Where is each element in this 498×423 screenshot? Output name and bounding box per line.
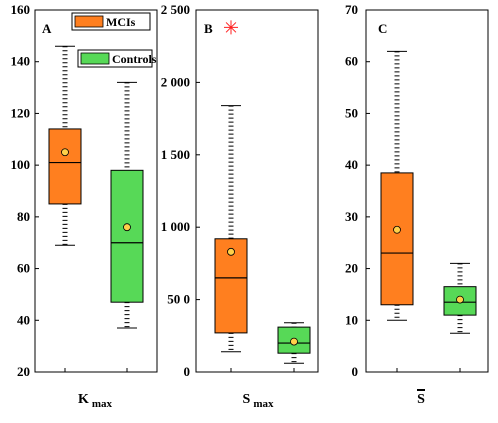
y-tick-label: 60 xyxy=(345,54,358,69)
y-tick-label: 20 xyxy=(345,261,358,276)
y-tick-label: 140 xyxy=(11,54,31,69)
box-mcis xyxy=(214,20,248,353)
y-tick-label: 1 000 xyxy=(161,219,190,234)
box-mcis xyxy=(380,50,414,321)
mean-marker xyxy=(456,295,464,304)
legend-swatch xyxy=(74,15,104,28)
x-axis-label-main: K xyxy=(78,392,89,407)
y-tick-label: 40 xyxy=(345,157,358,172)
mean-marker xyxy=(290,337,298,346)
y-tick-label: 70 xyxy=(345,2,358,17)
legend-item-controls: Controls xyxy=(77,49,157,68)
legend: MCIs Controls xyxy=(71,12,157,68)
y-tick-label: 0 xyxy=(352,364,359,379)
y-tick-label: 40 xyxy=(17,312,30,327)
plot-frame xyxy=(34,9,158,373)
y-tick-label: 30 xyxy=(345,209,358,224)
y-tick-label: 0 xyxy=(184,364,191,379)
legend-label: Controls xyxy=(112,52,157,66)
box-iqr xyxy=(110,169,144,303)
x-axis-label-main: S xyxy=(243,392,251,407)
mean-marker xyxy=(61,148,69,157)
panel-b: 0 50 0 1 000 1 500 2 000 2 500 B S max xyxy=(161,2,319,410)
y-tick-label: 50 xyxy=(345,105,358,120)
panel-label: A xyxy=(42,21,52,36)
box-iqr xyxy=(48,128,82,205)
box-controls xyxy=(443,262,477,334)
mean-marker xyxy=(393,225,401,234)
y-tick-label: 1 500 xyxy=(161,147,190,162)
outlier-marker xyxy=(224,20,238,35)
mean-marker xyxy=(123,223,131,232)
x-axis-label-subscript: max xyxy=(92,398,113,410)
box-mcis xyxy=(48,45,82,246)
outlier-ray xyxy=(225,22,237,33)
box-controls xyxy=(277,322,311,364)
box-controls xyxy=(110,81,144,329)
x-axis-label-main: S xyxy=(417,392,425,407)
legend-swatch xyxy=(80,52,110,65)
legend-item-mcis: MCIs xyxy=(71,12,151,31)
panel-label: B xyxy=(204,21,213,36)
y-tick-label: 2 500 xyxy=(161,2,190,17)
plot-frame xyxy=(365,9,489,373)
y-tick-label: 2 000 xyxy=(161,74,190,89)
y-tick-label: 60 xyxy=(17,261,30,276)
panel-a: 20 40 60 80 100 120 140 160 A K max MCIs Controls xyxy=(11,2,158,410)
legend-label: MCIs xyxy=(106,15,136,29)
y-tick-label: 100 xyxy=(11,157,31,172)
panel-label: C xyxy=(378,21,387,36)
y-tick-label: 160 xyxy=(11,2,31,17)
plot-frame xyxy=(195,9,319,373)
mean-marker xyxy=(227,247,235,256)
y-tick-label: 10 xyxy=(345,312,358,327)
x-axis-label-subscript: max xyxy=(253,398,274,410)
box-iqr xyxy=(380,172,414,306)
panel-c: 0 10 20 30 40 50 60 70 C S xyxy=(345,2,489,407)
y-tick-label: 50 0 xyxy=(167,292,190,307)
y-tick-label: 120 xyxy=(11,105,31,120)
box-iqr xyxy=(214,238,248,334)
y-tick-label: 80 xyxy=(17,209,30,224)
y-tick-label: 20 xyxy=(17,364,30,379)
x-axis-label: S xyxy=(417,392,425,407)
